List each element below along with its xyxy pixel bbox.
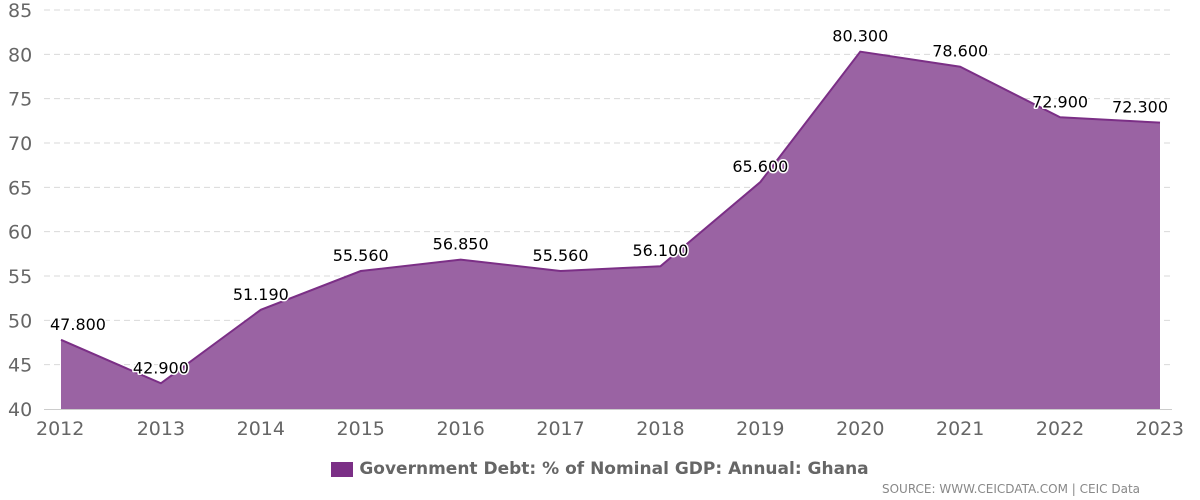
- series-line: [60, 50, 1161, 385]
- y-tick-label: 65: [8, 177, 32, 199]
- data-label: 65.600: [732, 157, 788, 176]
- data-label: 78.600: [932, 42, 988, 61]
- source-text: SOURCE: WWW.CEICDATA.COM | CEIC Data: [881, 482, 1140, 496]
- y-tick-label: 85: [8, 0, 32, 22]
- x-axis: 2012 2013 2014 2015 2016 2017 2018 2019 2020 2021…: [36, 409, 1184, 440]
- legend-label: Government Debt: % of Nominal GDP: Annua…: [359, 459, 869, 479]
- y-tick-label: 60: [8, 222, 32, 244]
- y-tick-label: 70: [8, 133, 32, 155]
- data-label: 56.850: [433, 235, 489, 254]
- x-tick-label: 2020: [836, 418, 884, 440]
- data-label: 72.300: [1112, 98, 1168, 117]
- data-label: 55.560: [533, 246, 589, 265]
- y-tick-label: 45: [8, 355, 32, 377]
- x-tick-label: 2012: [36, 418, 84, 440]
- y-tick-label: 50: [8, 310, 32, 332]
- legend: Government Debt: % of Nominal GDP: Annua…: [0, 459, 1200, 481]
- data-label: 80.300: [832, 27, 888, 46]
- data-label: 42.900: [133, 358, 189, 377]
- data-label: 47.800: [50, 315, 106, 334]
- plot-area: [60, 50, 1161, 409]
- y-axis: 40 45 50 55 60 65 70 75 80 85: [8, 0, 32, 421]
- x-tick-label: 2022: [1036, 418, 1084, 440]
- data-label: 51.190: [233, 285, 289, 304]
- x-tick-label: 2013: [137, 418, 185, 440]
- data-label: 72.900: [1032, 92, 1088, 111]
- legend-item[interactable]: Government Debt: % of Nominal GDP: Annua…: [331, 459, 869, 479]
- x-tick-label: 2019: [736, 418, 784, 440]
- x-tick-label: 2023: [1136, 418, 1184, 440]
- x-tick-label: 2017: [536, 418, 584, 440]
- y-tick-label: 80: [8, 44, 32, 66]
- x-tick-label: 2021: [936, 418, 984, 440]
- x-tick-label: 2016: [436, 418, 484, 440]
- y-tick-label: 40: [8, 399, 32, 421]
- x-tick-label: 2015: [337, 418, 385, 440]
- legend-swatch: [331, 461, 354, 477]
- data-label: 55.560: [333, 246, 389, 265]
- x-tick-label: 2018: [636, 418, 684, 440]
- area-fill: [61, 51, 1160, 409]
- y-tick-label: 55: [8, 266, 32, 288]
- y-tick-label: 75: [8, 89, 32, 111]
- data-labels: 47.800 42.900 51.190 55.560 56.850 55.560 56.1…: [49, 25, 1170, 379]
- x-tick-label: 2014: [237, 418, 285, 440]
- data-label: 56.100: [632, 241, 688, 260]
